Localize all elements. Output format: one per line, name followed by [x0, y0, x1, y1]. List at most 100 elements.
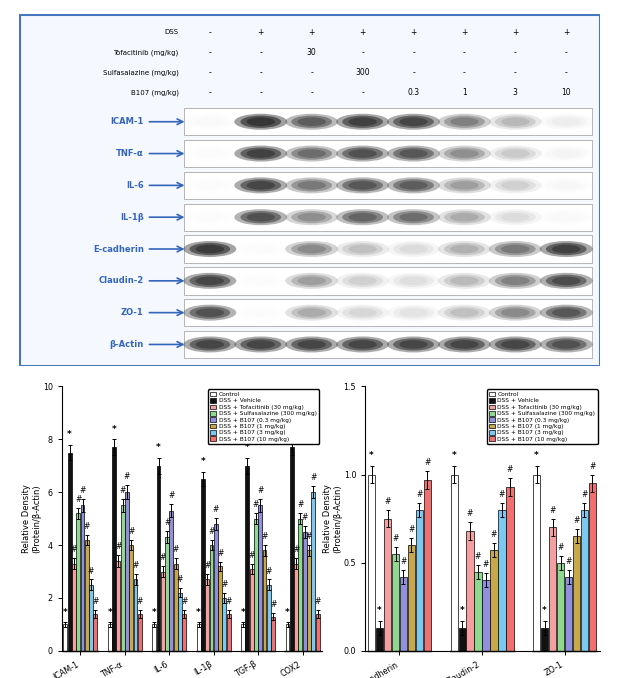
Ellipse shape [342, 115, 383, 128]
Bar [565, 577, 572, 651]
Ellipse shape [546, 115, 587, 128]
Ellipse shape [336, 273, 389, 289]
Text: DSS: DSS [165, 29, 178, 35]
Text: 3: 3 [513, 88, 517, 97]
Text: IL-1β: IL-1β [120, 213, 144, 222]
Bar [316, 614, 319, 651]
Text: -: - [310, 68, 313, 77]
Bar [285, 624, 290, 651]
Ellipse shape [501, 149, 530, 158]
Text: *: * [241, 607, 246, 616]
Text: -: - [565, 48, 568, 57]
Ellipse shape [387, 210, 440, 225]
Ellipse shape [546, 306, 587, 319]
Ellipse shape [501, 340, 530, 348]
Bar [451, 475, 457, 651]
Text: #: # [217, 549, 223, 557]
Text: #: # [581, 490, 587, 499]
Text: *: * [452, 451, 456, 460]
Ellipse shape [489, 273, 542, 289]
Ellipse shape [292, 179, 332, 191]
Ellipse shape [546, 275, 587, 287]
Text: #: # [266, 567, 272, 576]
Text: #: # [293, 545, 300, 554]
Ellipse shape [285, 210, 338, 225]
Ellipse shape [336, 146, 389, 161]
Bar [241, 624, 245, 651]
Ellipse shape [489, 304, 542, 321]
Bar [218, 566, 222, 651]
Bar [134, 580, 137, 651]
Bar [408, 545, 415, 651]
Bar [549, 527, 556, 651]
Text: -: - [361, 88, 364, 97]
Bar [108, 624, 111, 651]
Text: TNF-α: TNF-α [116, 149, 144, 158]
Ellipse shape [489, 114, 542, 129]
Text: #: # [270, 600, 276, 609]
Ellipse shape [540, 304, 593, 321]
Text: -: - [209, 68, 211, 77]
Ellipse shape [540, 241, 593, 257]
Ellipse shape [342, 338, 383, 351]
Ellipse shape [348, 308, 377, 317]
Ellipse shape [297, 277, 326, 285]
Text: #: # [475, 551, 481, 561]
Ellipse shape [292, 243, 332, 255]
Ellipse shape [246, 149, 275, 158]
Bar [557, 563, 564, 651]
Bar [214, 524, 218, 651]
Ellipse shape [546, 338, 587, 351]
Text: #: # [314, 597, 321, 606]
Bar [573, 536, 580, 651]
Bar [201, 479, 205, 651]
Ellipse shape [196, 277, 224, 285]
Bar [129, 545, 133, 651]
Ellipse shape [235, 114, 287, 129]
Ellipse shape [189, 211, 230, 223]
Ellipse shape [196, 213, 224, 222]
Ellipse shape [297, 245, 326, 254]
Ellipse shape [387, 336, 440, 353]
Ellipse shape [285, 241, 338, 257]
Bar [80, 506, 84, 651]
Text: -: - [412, 68, 415, 77]
Ellipse shape [292, 275, 332, 287]
Ellipse shape [240, 147, 281, 160]
Ellipse shape [552, 277, 581, 285]
Ellipse shape [393, 115, 434, 128]
Ellipse shape [240, 211, 281, 223]
Ellipse shape [240, 115, 281, 128]
Ellipse shape [285, 273, 338, 289]
Bar [254, 519, 258, 651]
Ellipse shape [438, 241, 491, 257]
Ellipse shape [246, 181, 275, 190]
Bar [271, 616, 275, 651]
Ellipse shape [393, 211, 434, 223]
Bar [116, 561, 120, 651]
Text: #: # [507, 465, 513, 474]
Bar [368, 475, 375, 651]
Ellipse shape [183, 114, 236, 129]
Ellipse shape [393, 338, 434, 351]
Bar [392, 554, 399, 651]
Bar [311, 492, 315, 651]
Ellipse shape [183, 336, 236, 353]
Text: #: # [209, 527, 215, 536]
Text: Sulfasalazine (mg/kg): Sulfasalazine (mg/kg) [103, 69, 178, 76]
Ellipse shape [196, 245, 224, 254]
Ellipse shape [292, 306, 332, 319]
Ellipse shape [183, 241, 236, 257]
Ellipse shape [540, 114, 593, 129]
Text: 30: 30 [307, 48, 316, 57]
Ellipse shape [348, 277, 377, 285]
Bar [262, 551, 267, 651]
Ellipse shape [501, 181, 530, 190]
Text: #: # [416, 490, 423, 499]
Text: *: * [290, 424, 294, 433]
Text: +: + [308, 28, 315, 37]
Ellipse shape [196, 149, 224, 158]
Ellipse shape [189, 275, 230, 287]
Ellipse shape [450, 117, 478, 126]
Bar [76, 513, 80, 651]
